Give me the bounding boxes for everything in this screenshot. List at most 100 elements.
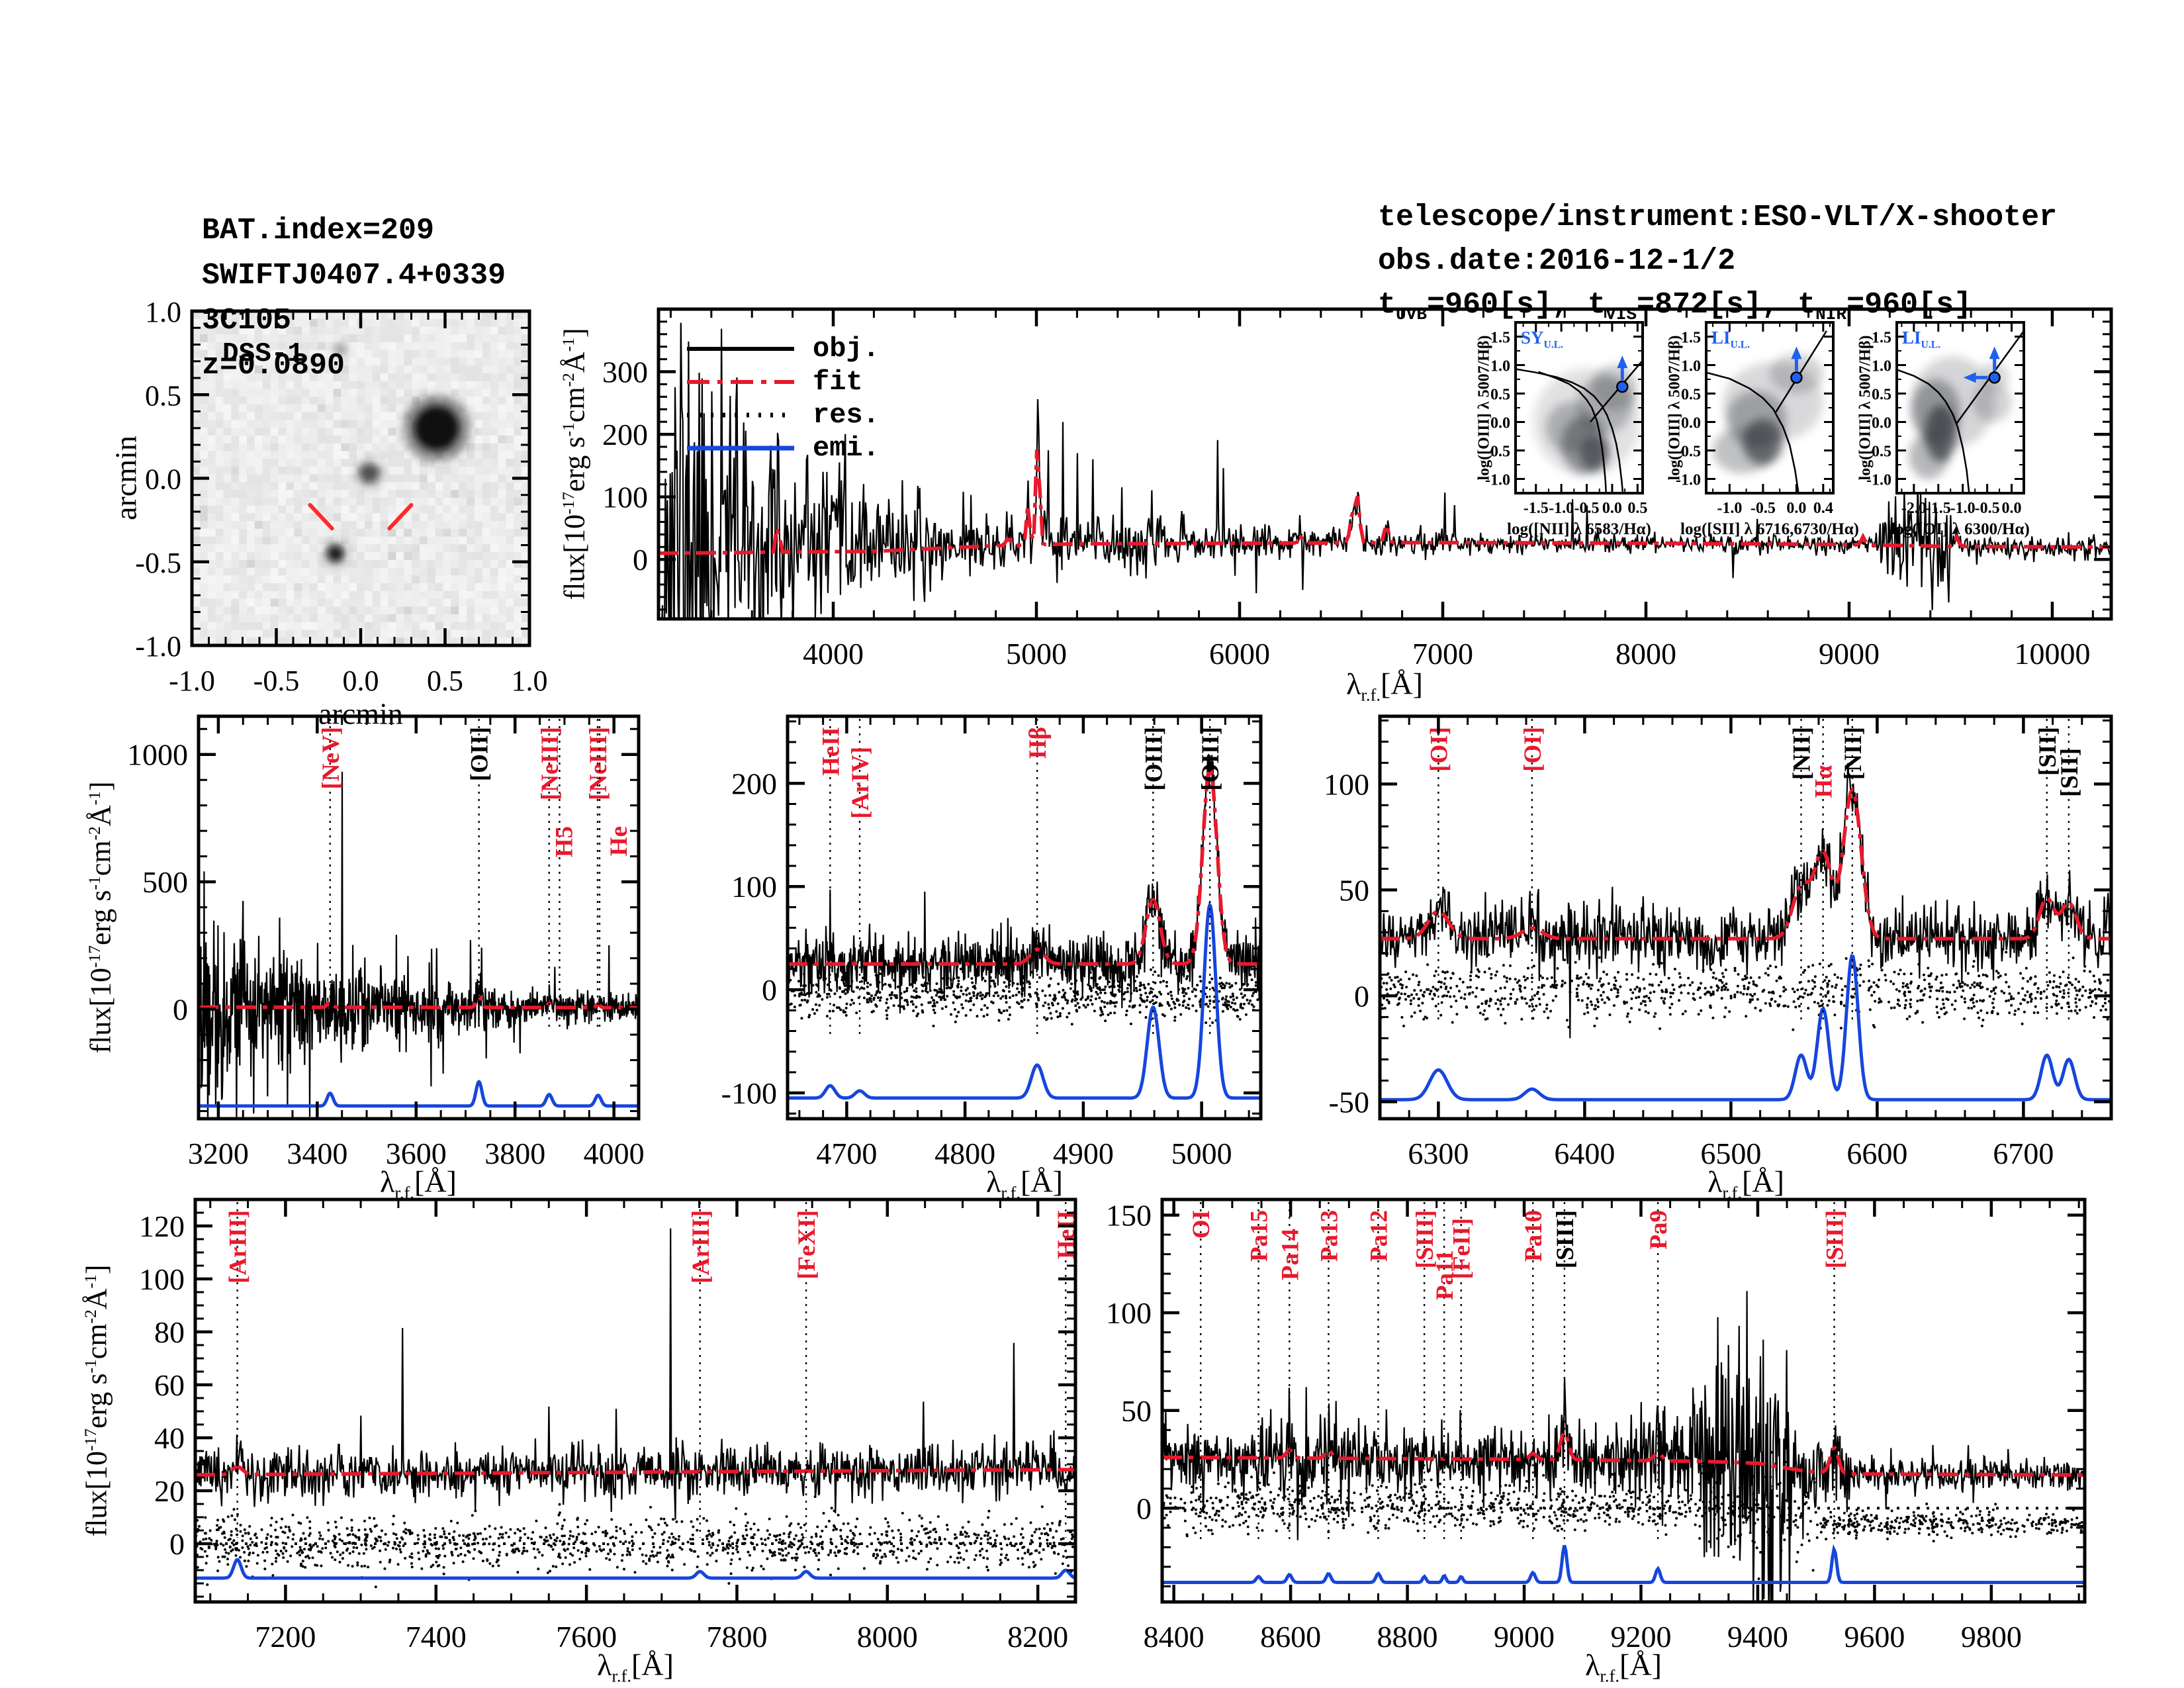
bpt-y-tick-label: 0.5 [1872,387,1891,404]
bpt-frame-2: -2.0-1.5-1.0-0.5 0.0-1.0-0.50.00.51.01.5 [1866,321,2025,517]
bpt-x-tick-label: 0.0 [1602,500,1622,517]
x-tick-label: 4900 [1053,1137,1114,1170]
wavelength-axis-label-halpha: λr.f.[Å] [1707,1164,1784,1203]
spectrum-legend [687,347,794,451]
residual-dots [1162,1451,2085,1580]
y-tick-label: 50 [1339,873,1369,907]
bpt-class-label-li1: LIU.L. [1711,328,1751,351]
bpt-y-tick-label: 1.0 [1872,358,1891,375]
x-tick-label: 6400 [1554,1137,1615,1170]
x-tick-label: 4800 [934,1137,995,1170]
bpt-frame-0: -1.5 -1.0 -0.5 0.0 0.5-1.0-0.50.00.51.01.5 [1485,321,1647,517]
wavelength-axis-label-main: λr.f.[Å] [1346,667,1423,705]
wavelength-axis-label-nir1: λr.f.[Å] [597,1648,674,1686]
bpt-x-tick-label: 0.0 [1786,500,1806,517]
bpt-inset-0 [1516,359,1643,493]
emission-model-curve [1380,954,2111,1102]
panel-uvb-zoom-data [199,771,639,1119]
y-tick-label: -1.0 [135,630,181,663]
x-tick-label: 7400 [406,1620,467,1654]
y-tick-label: 0 [169,1527,185,1561]
bpt-y-tick-label: 1.0 [1681,358,1701,375]
emission-line-label: [NII] [1840,727,1867,780]
emission-model-curve [788,902,1261,1100]
fit-curve [199,994,639,1009]
emission-line-label: [ArIV] [847,747,874,819]
y-tick-label: 0 [173,993,188,1027]
bpt-y-tick-label: 0.0 [1681,415,1701,432]
emission-line-label: [OI] [1426,727,1453,772]
bpt-x-tick-label: -1.5 [1926,500,1951,517]
dss-source-core [335,344,346,355]
x-tick-label: 6500 [1700,1137,1761,1170]
residual-dots [1380,938,2111,1031]
panel-dss-frame: -1.0 -0.5 0.0 0.5 1.0 -1.0 -0.5 0.0 0.5 1.0 [135,296,547,697]
emission-line-label: [OII] [467,727,494,781]
panel-hbeta-zoom-frame: 4700 4800 4900 5000 -100 0 100 200 [721,714,1263,1170]
y-tick-label: 120 [139,1209,185,1243]
bpt-demarcation-curve [1706,371,1799,493]
legend-label-res: res. [813,399,880,431]
object-name: 3C105 [202,304,292,338]
y-tick-label: 60 [154,1368,185,1402]
target-marker [387,502,414,531]
emission-line-label: [SII] [2056,748,2083,797]
panel-hbeta-zoom-data [788,754,1261,1100]
header-obs-info: telescope/instrument:ESO-VLT/X-shooter o… [1378,196,2057,336]
x-tick-label: 9600 [1844,1620,1905,1654]
emission-line-label: [SIII] [1412,1210,1439,1268]
exposure-times: tUVB=960[s], tVIS=872[s], tNIR=960[s] [1378,288,1972,324]
dss-source-core [328,545,343,561]
obs-date: obs.date:2016-12-1/2 [1378,244,1736,278]
y-tick-label: 50 [1121,1394,1152,1428]
emission-line-label: [SIII] [1822,1210,1849,1268]
bpt-nii-y-label: log([OIII] λ 5007/Hβ) [1475,335,1493,481]
emission-line-label: [OIII] [1140,727,1167,791]
y-tick-label: 0 [762,973,777,1007]
bpt-sii-y-label: log([OIII] λ 5007/Hβ) [1666,335,1684,481]
bpt-oi-x-label: log([OI] λ 6300/Hα) [1891,520,2030,538]
bpt-x-tick-label: -0.5 [1751,500,1776,517]
bpt-x-tick-label: -1.5 [1524,500,1549,517]
obj-spectrum-curve [195,1228,1075,1520]
bpt-demarcation-curve [1897,369,1970,493]
emission-line-label: [SIII] [1552,1210,1579,1268]
y-tick-label: 150 [1106,1199,1152,1233]
x-tick-label: 7800 [706,1620,767,1654]
fit-curve [1162,1430,2085,1477]
bpt-y-tick-label: -0.5 [1485,444,1510,461]
residual-dots [195,1495,1075,1589]
wavelength-axis-label-nir2: λr.f.[Å] [1585,1648,1662,1686]
obj-spectrum-curve [199,771,639,1119]
x-tick-label: 7000 [1412,637,1473,671]
target-marker [308,502,334,531]
panel-nir1-zoom-frame: 7200 7400 7600 7800 8000 8200 0 20 40 60 80 100 120 [139,1197,1077,1654]
bpt-demarcation-curve [1538,371,1607,493]
x-tick-label: 6300 [1408,1137,1469,1170]
y-tick-label: -0.5 [135,547,181,579]
x-tick-label: -0.5 [253,665,300,697]
y-tick-label: 0.5 [145,379,181,412]
bpt-x-tick-label: -2.0 [1901,500,1927,517]
panel-halpha-zoom-frame: 6300 6400 6500 6600 6700 -50 0 50 100 [1324,714,2113,1170]
emission-line-label: [SII] [2034,727,2062,776]
x-tick-label: 8000 [857,1620,918,1654]
bpt-y-tick-label: 1.5 [1490,330,1510,347]
x-tick-label: 7600 [556,1620,617,1654]
x-tick-label: 0.0 [343,665,379,697]
x-tick-label: 8400 [1144,1620,1205,1654]
panel-halpha-zoom-line-markers: [OI] [OI] [NII]Hα[NII] [SII][SII] [1426,719,2083,1023]
x-tick-label: -1.0 [169,665,215,697]
bpt-nii-x-label: log([NII] λ 6583/Hα) [1507,520,1651,538]
x-tick-label: 4700 [816,1137,877,1170]
x-tick-label: 9000 [1819,637,1880,671]
y-tick-label: 100 [1324,767,1369,801]
flux-axis-label-bottom: flux[10-17erg s-1cm-2Å-1] [80,1264,113,1537]
legend-label-obj: obj. [813,333,880,365]
x-tick-label: 9800 [1961,1620,2022,1654]
bpt-demarcation-curve [1589,359,1643,423]
bpt-y-tick-label: -1.0 [1676,472,1701,489]
emission-line-label: He [606,826,633,856]
emission-line-label: Pa12 [1365,1210,1392,1262]
